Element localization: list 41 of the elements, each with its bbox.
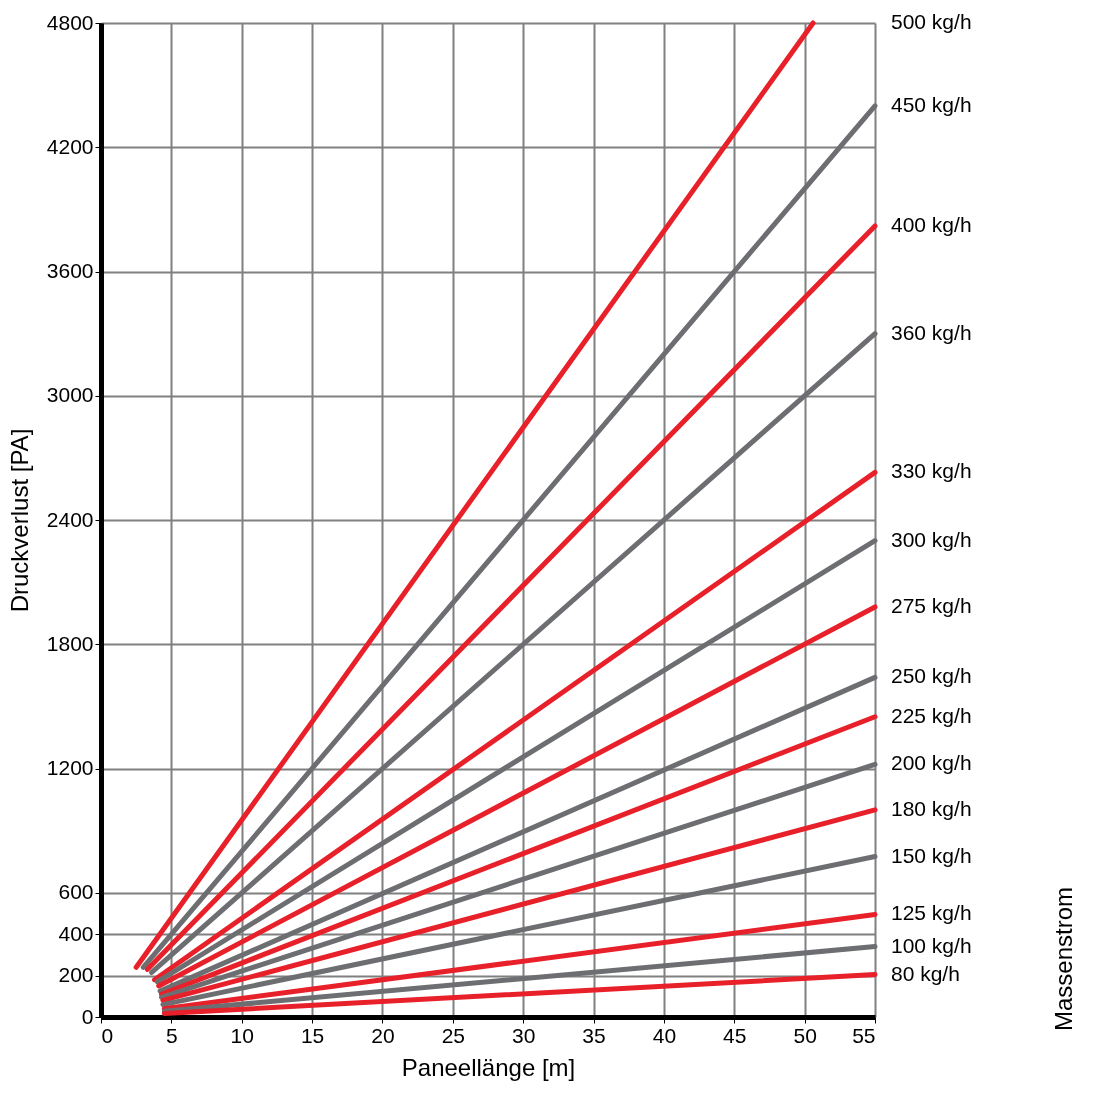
- series-label: 80 kg/h: [891, 961, 960, 985]
- y-tick-label: 4200: [46, 134, 94, 158]
- y-axis-title: Druckverlust [PA]: [5, 428, 33, 613]
- y-tick-label: 400: [58, 921, 94, 945]
- x-tick-label: 15: [300, 1023, 325, 1047]
- y-tick-label: 200: [58, 963, 94, 987]
- series-label: 200 kg/h: [891, 751, 972, 775]
- x-tick-label: 20: [371, 1023, 395, 1047]
- y-tick-label: 1200: [46, 756, 94, 779]
- series-label: 400 kg/h: [891, 212, 972, 236]
- x-tick-label: 25: [441, 1023, 465, 1047]
- series-label: 275 kg/h: [891, 593, 972, 617]
- y-tick-label: 3000: [46, 383, 94, 407]
- series-label: 125 kg/h: [891, 901, 972, 925]
- x-tick-label: 10: [230, 1023, 254, 1047]
- y-tick-label: 2400: [46, 507, 94, 531]
- x-tick-label: 5: [166, 1023, 178, 1047]
- series-label: 300 kg/h: [891, 527, 972, 551]
- y-tick-label: 1800: [46, 631, 94, 655]
- series-label: 150 kg/h: [891, 843, 972, 867]
- series-label: 330 kg/h: [891, 459, 972, 483]
- y-tick-label: 0: [81, 1004, 94, 1028]
- x-tick-label: 50: [793, 1023, 817, 1047]
- y-tick-label: 4800: [46, 10, 94, 34]
- text: Massenstrom: [1050, 886, 1077, 1031]
- series-label: 225 kg/h: [891, 703, 972, 727]
- x-tick-label: 30: [512, 1023, 536, 1047]
- y-tick-label: 600: [58, 880, 94, 904]
- x-tick-label: 35: [582, 1023, 606, 1047]
- x-tick-label: 55: [852, 1023, 876, 1047]
- series-label: 360 kg/h: [891, 320, 972, 344]
- series-label: 450 kg/h: [891, 92, 972, 116]
- series-label: 250 kg/h: [891, 664, 972, 688]
- series-label: 180 kg/h: [891, 796, 972, 820]
- y-tick-label: 3600: [46, 259, 94, 282]
- series-label: 100 kg/h: [891, 933, 972, 957]
- text: 500 kg/h: [891, 10, 972, 33]
- x-tick-label: 0: [101, 1023, 114, 1047]
- x-tick-label: 40: [652, 1023, 677, 1047]
- x-axis-title: Paneellänge [m]: [401, 1053, 576, 1081]
- x-tick-label: 45: [723, 1023, 747, 1047]
